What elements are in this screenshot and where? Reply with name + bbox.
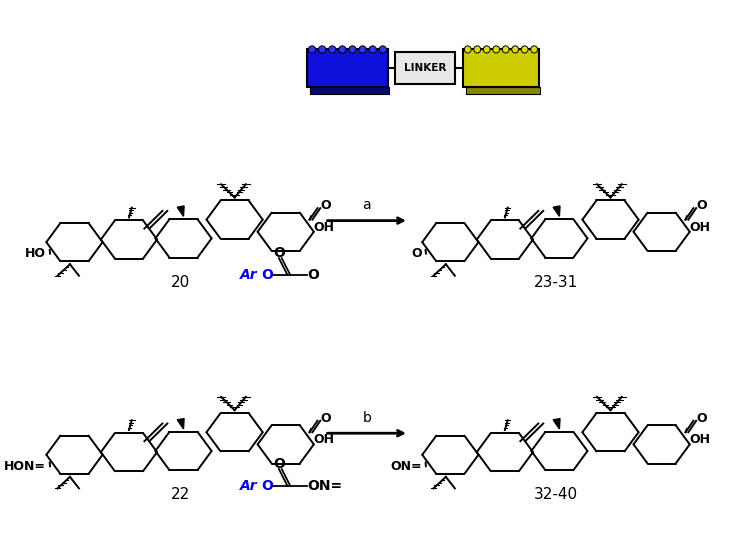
Ellipse shape: [521, 46, 528, 53]
Ellipse shape: [318, 46, 326, 53]
Text: 20: 20: [170, 275, 189, 290]
Text: HON=: HON=: [4, 460, 46, 473]
Polygon shape: [178, 418, 184, 429]
Ellipse shape: [359, 46, 366, 53]
Ellipse shape: [349, 46, 356, 53]
Bar: [310, 87, 389, 94]
Text: ON=: ON=: [307, 479, 342, 493]
Bar: [463, 49, 539, 87]
Polygon shape: [553, 206, 560, 216]
Ellipse shape: [531, 46, 537, 53]
Ellipse shape: [379, 46, 386, 53]
Ellipse shape: [308, 46, 315, 53]
Bar: [395, 52, 455, 84]
Text: ON=: ON=: [390, 460, 422, 473]
Text: 22: 22: [170, 487, 189, 502]
Text: 23-31: 23-31: [534, 275, 578, 290]
Text: O: O: [307, 268, 319, 282]
Ellipse shape: [464, 46, 471, 53]
Ellipse shape: [483, 46, 490, 53]
Text: O: O: [411, 247, 422, 260]
Ellipse shape: [329, 46, 336, 53]
Ellipse shape: [369, 46, 377, 53]
Text: O: O: [696, 199, 707, 213]
Text: OH: OH: [313, 221, 334, 234]
Ellipse shape: [511, 46, 519, 53]
Text: O: O: [696, 412, 707, 425]
Text: O: O: [321, 199, 331, 213]
Text: O: O: [321, 412, 331, 425]
Text: LINKER: LINKER: [404, 63, 446, 73]
Text: a: a: [363, 198, 371, 213]
Bar: [466, 87, 540, 94]
Text: OH: OH: [689, 221, 710, 234]
Text: O: O: [273, 246, 284, 260]
Polygon shape: [553, 418, 560, 429]
Polygon shape: [178, 206, 184, 216]
Ellipse shape: [493, 46, 500, 53]
Bar: [307, 49, 388, 87]
Text: OH: OH: [689, 433, 710, 446]
Text: O: O: [262, 268, 273, 282]
Ellipse shape: [502, 46, 509, 53]
Text: HO: HO: [25, 247, 46, 260]
Text: Ar: Ar: [240, 268, 257, 282]
Text: O: O: [273, 457, 284, 471]
Text: 32-40: 32-40: [534, 487, 578, 502]
Ellipse shape: [474, 46, 481, 53]
Text: OH: OH: [313, 433, 334, 446]
Ellipse shape: [339, 46, 346, 53]
Text: Ar: Ar: [240, 479, 257, 493]
Text: b: b: [363, 411, 371, 425]
Text: O: O: [262, 479, 273, 493]
